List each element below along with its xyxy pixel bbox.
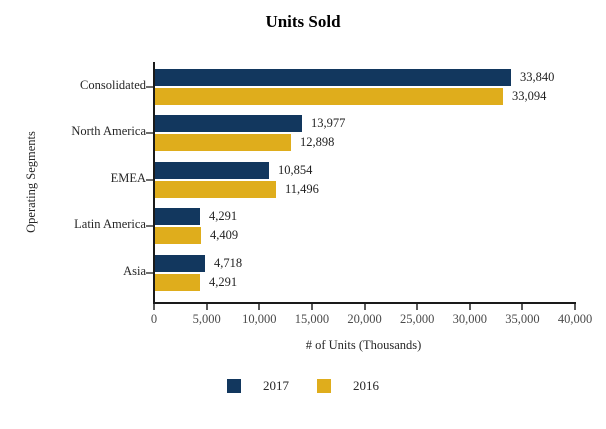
x-tick-label: 35,000 bbox=[505, 312, 540, 326]
bar-2016-consolidated bbox=[155, 88, 503, 105]
category-tick bbox=[146, 225, 153, 228]
value-label-2017-emea: 10,854 bbox=[278, 162, 313, 177]
x-tick bbox=[574, 304, 576, 310]
bar-2017-emea bbox=[155, 161, 269, 179]
bar-2016-north-america bbox=[155, 134, 291, 152]
x-axis-label: # of Units (Thousands) bbox=[305, 338, 422, 352]
value-label-2016-consolidated: 33,094 bbox=[512, 89, 547, 103]
legend: 2017 2016 bbox=[0, 378, 606, 394]
chart-title: Units Sold bbox=[265, 12, 341, 31]
x-tick-label: 10,000 bbox=[242, 312, 277, 326]
x-tick-label: 0 bbox=[150, 312, 158, 326]
x-axis-line bbox=[153, 302, 576, 304]
value-label-2017-asia: 4,718 bbox=[214, 255, 243, 270]
category-label-latin-america: Latin America bbox=[74, 217, 146, 232]
category-tick bbox=[146, 271, 153, 274]
category-label-asia: Asia bbox=[123, 263, 146, 278]
legend-label-2017: 2017 bbox=[263, 378, 289, 393]
bar-2016-asia bbox=[155, 273, 200, 291]
x-tick bbox=[153, 304, 155, 310]
x-tick bbox=[310, 304, 313, 310]
category-label-north-america: North America bbox=[71, 124, 146, 139]
x-tick bbox=[363, 304, 366, 310]
x-tick bbox=[258, 304, 261, 310]
x-tick-label: 30,000 bbox=[452, 312, 487, 326]
value-label-2016-emea: 11,496 bbox=[285, 181, 319, 196]
legend-item-2017: 2017 bbox=[227, 378, 289, 394]
legend-swatch-2017 bbox=[227, 379, 241, 393]
bar-2016-emea bbox=[155, 180, 276, 198]
value-label-2016-north-america: 12,898 bbox=[300, 135, 335, 150]
category-tick bbox=[146, 132, 153, 135]
bar-2016-latin-america bbox=[155, 227, 201, 245]
legend-item-2016: 2016 bbox=[317, 378, 379, 394]
x-tick-label: 15,000 bbox=[294, 312, 330, 326]
category-label-emea: EMEA bbox=[110, 170, 146, 185]
value-label-2016-asia: 4,291 bbox=[209, 274, 238, 289]
bar-2017-north-america bbox=[155, 115, 302, 133]
x-tick-label: 5,000 bbox=[192, 312, 221, 326]
x-tick-label: 40,000 bbox=[557, 312, 593, 326]
x-tick-label: 20,000 bbox=[347, 312, 382, 326]
bar-2017-asia bbox=[155, 254, 205, 272]
legend-swatch-2016 bbox=[317, 379, 331, 393]
category-label-consolidated: Consolidated bbox=[80, 78, 146, 92]
x-tick bbox=[468, 304, 471, 310]
value-label-2017-north-america: 13,977 bbox=[311, 116, 346, 131]
category-tick bbox=[146, 178, 153, 181]
value-label-2017-consolidated: 33,840 bbox=[520, 70, 555, 84]
x-tick-label: 25,000 bbox=[399, 312, 435, 326]
category-tick bbox=[146, 86, 153, 88]
value-label-2016-latin-america: 4,409 bbox=[210, 228, 239, 243]
x-tick bbox=[205, 304, 208, 310]
x-tick bbox=[416, 304, 419, 310]
value-label-2017-latin-america: 4,291 bbox=[209, 209, 238, 224]
y-axis-line bbox=[153, 62, 155, 304]
bar-2017-consolidated bbox=[155, 69, 511, 86]
x-tick bbox=[521, 304, 524, 310]
legend-label-2016: 2016 bbox=[353, 378, 379, 393]
bar-2017-latin-america bbox=[155, 208, 200, 226]
plot-area: 33,840 33,094 13,977 12,898 10,854 11,496 4,29… bbox=[151, 62, 592, 326]
